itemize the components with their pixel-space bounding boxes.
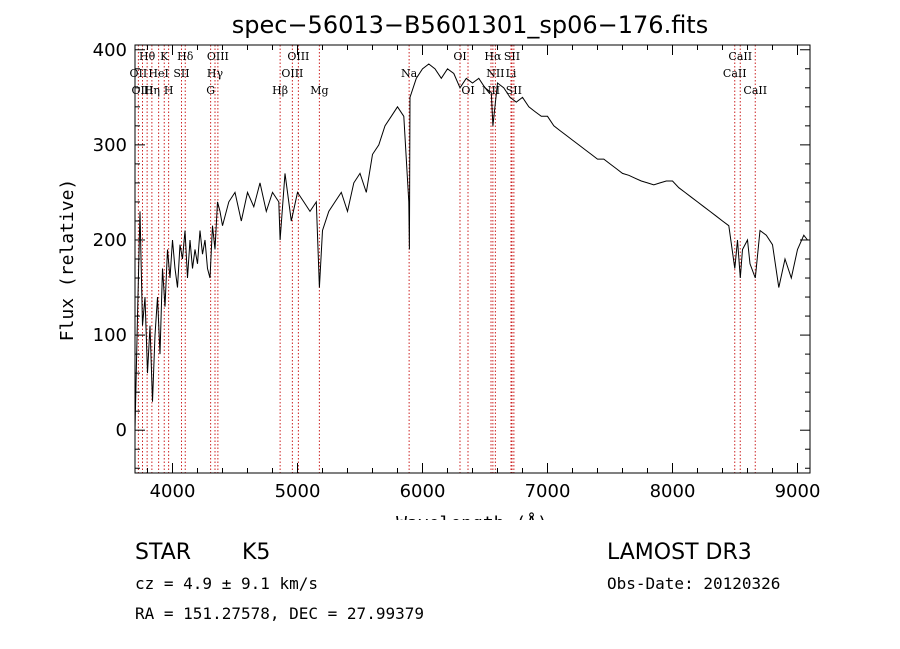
object-class: STAR (135, 540, 192, 565)
line-label-6: SII (173, 67, 189, 80)
line-label-4: HeI (148, 67, 168, 80)
line-label-13: OIII (281, 67, 303, 80)
line-label-3: Hη (144, 84, 160, 97)
line-label-15: Mg (310, 84, 328, 97)
x-tick-label-7000: 7000 (525, 481, 571, 502)
plot-frame (134, 44, 811, 474)
line-label-18: OI (461, 84, 474, 97)
y-tick-label-400: 400 (93, 40, 127, 61)
line-label-16: Na (401, 67, 418, 80)
x-tick-label-5000: 5000 (275, 481, 321, 502)
redshift-cz: cz = 4.9 ± 9.1 km/s (135, 574, 319, 593)
line-label-26: CaII (723, 67, 747, 80)
spectrum-chart: spec−56013−B5601301_sp06−176.fits Hθ OII O… (57, 11, 821, 520)
line-label-27: CaII (743, 84, 767, 97)
line-label-9: OIII (207, 50, 229, 63)
y-tick-label-100: 100 (93, 325, 127, 346)
chart-title: spec−56013−B5601301_sp06−176.fits (232, 11, 708, 39)
line-label-11: G (206, 84, 215, 97)
line-label-25: CaII (728, 50, 752, 63)
line-label-0: Hθ (139, 50, 156, 63)
coordinates: RA = 151.27578, DEC = 27.99379 (135, 604, 424, 623)
line-label-5: K (160, 50, 169, 63)
y-axis: 0 100 200 300 400 (93, 40, 810, 469)
line-label-14: Hβ (272, 84, 288, 97)
y-tick-label-0: 0 (116, 420, 127, 441)
y-tick-label-300: 300 (93, 135, 127, 156)
line-label-8: Hδ (177, 50, 194, 63)
line-label-19: Hα (484, 50, 502, 63)
y-axis-label: Flux (relative) (57, 179, 78, 342)
line-label-21: NII (486, 67, 504, 80)
line-label-24: SII (506, 84, 522, 97)
spectrum-series-line (134, 63, 808, 431)
line-label-2: OIII (131, 84, 153, 97)
line-label-12: OIII (287, 50, 309, 63)
x-axis: 4000 5000 6000 7000 8000 9000 (147, 45, 821, 502)
survey-name: LAMOST DR3 (607, 540, 752, 565)
line-label-23: NII (482, 84, 500, 97)
x-tick-label-4000: 4000 (150, 481, 196, 502)
x-axis-label: Wavelength (Å) (396, 512, 548, 520)
x-tick-label-6000: 6000 (400, 481, 446, 502)
spectral-line-markers (137, 45, 756, 473)
line-label-20: SII (504, 50, 520, 63)
line-label-17: OI (453, 50, 466, 63)
line-label-22: Li (506, 67, 517, 80)
x-tick-label-9000: 9000 (775, 481, 821, 502)
line-label-10: Hγ (207, 67, 224, 80)
object-subclass: K5 (242, 540, 271, 565)
observation-date: Obs-Date: 20120326 (607, 574, 781, 593)
line-label-1: OII (130, 67, 148, 80)
y-tick-label-200: 200 (93, 230, 127, 251)
line-label-7: H (164, 84, 174, 97)
x-tick-label-8000: 8000 (650, 481, 696, 502)
